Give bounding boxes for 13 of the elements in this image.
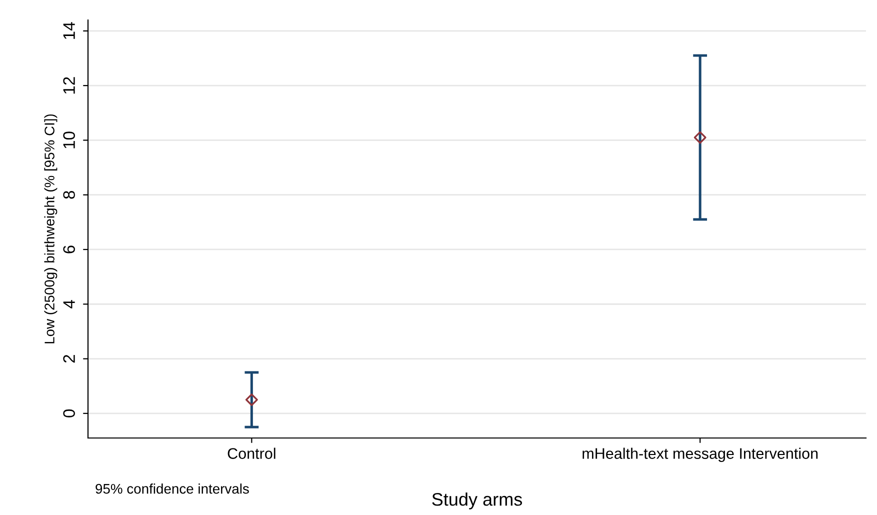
y-axis-title: Low (2500g) birthweight (% [95% CI]) (44, 114, 58, 344)
y-tick-label: 14 (63, 22, 75, 39)
y-tick-label: 12 (63, 77, 75, 94)
y-tick-label: 4 (63, 300, 75, 308)
y-tick-label: 10 (63, 132, 75, 148)
y-tick-label: 8 (63, 190, 75, 199)
x-tick-label: Control (228, 448, 276, 459)
y-tick-label: 2 (63, 354, 75, 363)
x-axis-title: Study arms (432, 492, 522, 510)
x-tick-label: mHealth-text message Intervention (582, 448, 818, 462)
text: 95% confidence intervals (96, 484, 249, 494)
y-tick-label: 0 (63, 409, 75, 418)
y-tick-label: 6 (63, 246, 75, 254)
